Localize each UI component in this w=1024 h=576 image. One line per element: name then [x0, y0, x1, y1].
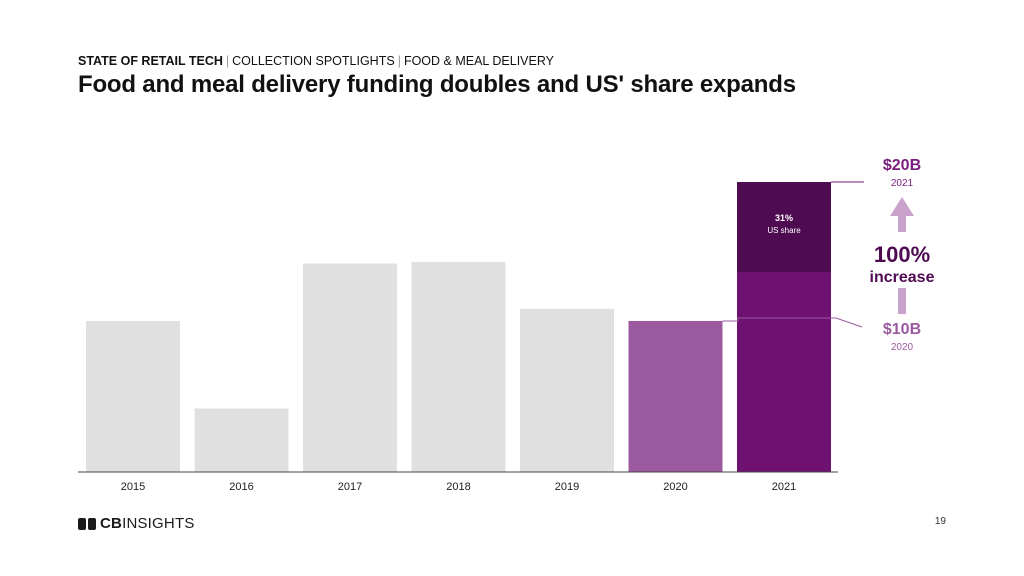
- x-tick-label-2021: 2021: [772, 481, 796, 493]
- breadcrumb-report: STATE OF RETAIL TECH: [78, 54, 223, 68]
- breadcrumb-separator: |: [397, 54, 401, 68]
- annotation-bottom-value: $10B: [883, 321, 921, 338]
- x-tick-label-2016: 2016: [229, 481, 253, 493]
- page-number: 19: [934, 516, 946, 527]
- bar-2019: [520, 308, 614, 472]
- us-share-label: US share: [767, 226, 801, 235]
- bar-2018: [411, 262, 506, 472]
- cb-insights-logo-icon: [78, 517, 96, 530]
- breadcrumb-separator: |: [225, 54, 230, 68]
- increase-arrow-stem: [898, 288, 906, 314]
- annotation-top-value: $20B: [883, 157, 921, 174]
- us-share-segment: [737, 182, 831, 272]
- breadcrumb: STATE OF RETAIL TECH | COLLECTION SPOTLIGH…: [78, 54, 554, 68]
- bar-2016: [194, 408, 289, 472]
- x-tick-label-2015: 2015: [121, 481, 145, 493]
- bar-2015: [86, 320, 180, 472]
- bar-2017: [303, 263, 397, 472]
- increase-percent: 100%: [874, 242, 930, 267]
- annotation-line-2020: [722, 317, 863, 328]
- cb-insights-logo: CBINSIGHTS: [78, 515, 195, 532]
- x-tick-label-2018: 2018: [446, 481, 470, 493]
- bar-2020: [628, 320, 723, 472]
- x-tick-label-2019: 2019: [555, 481, 579, 493]
- breadcrumb-section: COLLECTION SPOTLIGHTS: [232, 54, 395, 68]
- breadcrumb-topic: FOOD & MEAL DELIVERY: [403, 54, 554, 68]
- x-tick-label-2017: 2017: [338, 481, 362, 493]
- annotation-top-year: 2021: [891, 178, 914, 189]
- page-title: Food and meal delivery funding doubles a…: [78, 71, 796, 98]
- x-tick-label-2020: 2020: [663, 481, 687, 493]
- logo-wordmark: CBINSIGHTS: [100, 515, 195, 532]
- increase-arrow-icon: [890, 197, 914, 232]
- increase-label: increase: [870, 269, 935, 286]
- annotation-bottom-year: 2020: [891, 342, 914, 353]
- us-share-percent: 31%: [775, 213, 793, 223]
